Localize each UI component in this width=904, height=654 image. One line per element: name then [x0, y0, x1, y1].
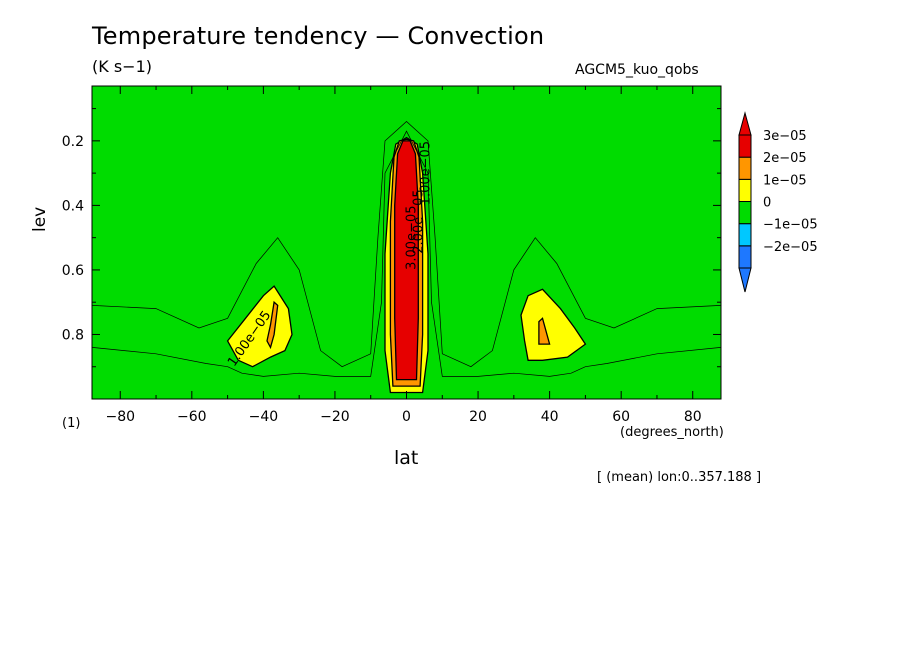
x-tick-label: −80 [105, 409, 135, 425]
colorbar-extend-max [738, 111, 752, 136]
contour-label: 1.00e−05 [419, 141, 434, 205]
filled-contour-region [266, 300, 279, 350]
contour-line [91, 130, 722, 377]
y-tick-label: 0.6 [62, 263, 84, 279]
filled-contour-region [538, 317, 551, 345]
colorbar-label: 3e−05 [763, 129, 807, 144]
colorbar-swatch [738, 134, 752, 158]
x-tick-label: −40 [249, 409, 279, 425]
mean-note: [ (mean) lon:0..357.188 ] [597, 470, 762, 485]
y-axis-units: (1) [62, 416, 81, 431]
x-axis-label: lat [394, 447, 419, 469]
y-tick-label: 0.2 [62, 134, 84, 150]
colorbar-label: −1e−05 [763, 218, 818, 233]
x-tick-label: 0 [402, 409, 411, 425]
colorbar-swatch [738, 245, 752, 269]
x-tick-label: −20 [320, 409, 350, 425]
x-axis-units: (degrees_north) [620, 425, 724, 440]
run-name: AGCM5_kuo_qobs [575, 62, 699, 78]
x-tick-label: −60 [177, 409, 207, 425]
x-tick-label: 40 [541, 409, 559, 425]
filled-contour-region [520, 288, 587, 361]
contour-line [91, 121, 722, 368]
colorbar-extend-min [738, 267, 752, 293]
filled-contour-region [394, 140, 419, 381]
x-tick-label: 20 [469, 409, 487, 425]
y-tick-label: 0.8 [62, 327, 84, 343]
colorbar-label: −2e−05 [763, 240, 818, 255]
colorbar-label: 2e−05 [763, 151, 807, 166]
colorbar-label: 1e−05 [763, 173, 807, 188]
chart-title: Temperature tendency — Convection [92, 22, 545, 50]
contour-label: 3.00e−05 [404, 205, 419, 269]
colorbar-swatch [738, 223, 752, 247]
contour-label: 2.00e−05 [412, 189, 427, 253]
chart-units: (K s−1) [92, 57, 152, 76]
colorbar-label: 0 [763, 196, 771, 211]
colorbar-swatch [738, 178, 752, 202]
colorbar-swatch [738, 201, 752, 225]
colorbar-swatch [738, 156, 752, 180]
x-tick-label: 60 [612, 409, 630, 425]
y-tick-label: 0.4 [62, 198, 84, 214]
x-tick-label: 80 [684, 409, 702, 425]
